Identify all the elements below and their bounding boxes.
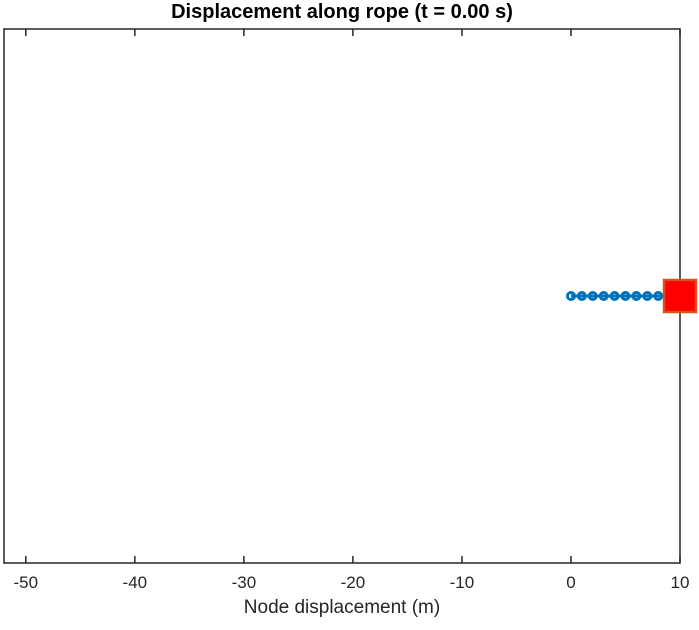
- x-tick-label: 10: [671, 573, 690, 592]
- x-axis-label: Node displacement (m): [243, 597, 441, 618]
- plot-title: Displacement along rope (t = 0.00 s): [171, 1, 513, 23]
- rope-node-marker: [576, 291, 587, 301]
- rope-node-marker: [587, 291, 598, 301]
- x-tick-label: -40: [123, 573, 148, 592]
- x-tick-label: 0: [566, 573, 575, 592]
- rope-node-marker: [565, 291, 576, 301]
- rope-node-marker: [598, 291, 609, 301]
- x-tick-label: -20: [341, 573, 366, 592]
- rope-node-marker: [620, 291, 631, 301]
- end-mass-marker: [662, 278, 698, 314]
- rope-node-marker: [609, 291, 620, 301]
- rope-node-marker: [642, 291, 653, 301]
- rope-node-marker: [653, 291, 664, 301]
- x-tick-label: -10: [450, 573, 475, 592]
- rope-node-marker: [631, 291, 642, 301]
- x-tick-label: -30: [232, 573, 257, 592]
- x-tick-label: -50: [14, 573, 39, 592]
